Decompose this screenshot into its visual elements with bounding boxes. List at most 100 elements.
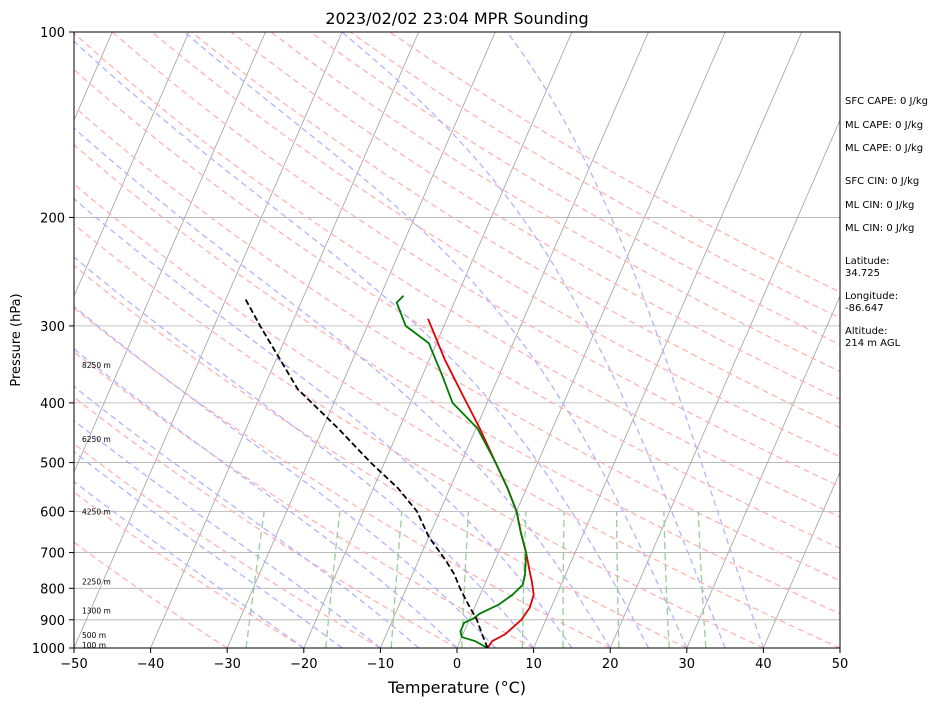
- x-tick-label: 0: [453, 657, 461, 672]
- isotherm-line: [609, 118, 840, 648]
- mixing-ratio-line: [562, 511, 565, 648]
- latitude-label: Latitude:: [845, 256, 890, 267]
- dry-adiabat-line: [74, 264, 688, 648]
- mixing-ratio-line: [245, 511, 265, 648]
- mixing-ratio-line: [616, 511, 620, 648]
- height-label: 4250 m: [82, 507, 111, 516]
- dry-adiabat-line: [74, 443, 381, 648]
- dry-adiabat-line: [74, 396, 458, 648]
- ml-cin-text-2: ML CIN: 0 J/kg: [845, 223, 914, 234]
- series-layer: [244, 295, 535, 648]
- moist-adiabat-line: [74, 256, 535, 648]
- y-tick-label: 1000: [32, 642, 65, 657]
- dry-adiabat-line: [74, 183, 840, 648]
- side-panel: SFC CAPE: 0 J/kg ML CAPE: 0 J/kg ML CAPE…: [845, 96, 928, 349]
- dry-adiabat-line: [310, 32, 840, 346]
- latitude-value: 34.725: [845, 268, 880, 279]
- moist-adiabat-line: [341, 32, 726, 648]
- isotherm-line: [686, 294, 840, 648]
- dry-adiabat-line: [74, 68, 840, 550]
- y-axis-ticks: 100 200 300 400 500 600 700 800 900 1000: [32, 26, 74, 657]
- moist-adiabat-line: [74, 197, 573, 648]
- altitude-label: Altitude:: [845, 326, 887, 337]
- x-axis-label: Temperature (°C): [387, 678, 526, 697]
- dry-adiabat-line: [74, 351, 534, 648]
- moist-adiabat-line: [74, 348, 458, 648]
- dry-adiabat-line: [151, 32, 840, 458]
- dry-adiabat-line: [74, 105, 840, 582]
- x-axis-ticks: −50 −40 −30 −20 −10 0 10 20 30 40 50: [60, 648, 848, 672]
- mixing-ratio-line: [325, 511, 341, 648]
- height-label: 100 m: [82, 641, 106, 650]
- sfc-cape-text: SFC CAPE: 0 J/kg: [845, 96, 928, 107]
- x-tick-label: −20: [290, 657, 317, 672]
- isotherm-line: [380, 32, 649, 648]
- y-tick-label: 500: [40, 457, 65, 472]
- mixing-ratio-line: [390, 511, 403, 648]
- moist-adiabat-line: [74, 385, 420, 648]
- x-tick-label: 30: [679, 657, 696, 672]
- dry-adiabat-line: [191, 32, 840, 429]
- dewpoint-profile-line: [395, 295, 528, 648]
- moist-adiabat-line: [74, 419, 381, 648]
- mixing-ratio-line: [521, 511, 527, 648]
- isotherm-line: [74, 32, 343, 648]
- x-tick-label: 40: [755, 657, 772, 672]
- chart-title: 2023/02/02 23:04 MPR Sounding: [325, 9, 588, 28]
- x-tick-label: −40: [137, 657, 164, 672]
- isotherm-line: [533, 32, 803, 648]
- isotherm-line: [150, 32, 420, 648]
- height-label: 1300 m: [82, 607, 111, 616]
- y-tick-label: 100: [40, 26, 65, 41]
- isotherm-line: [763, 470, 840, 648]
- height-label: 500 m: [82, 631, 106, 640]
- ml-cape-text: ML CAPE: 0 J/kg: [845, 120, 923, 131]
- longitude-value: -86.647: [845, 303, 884, 314]
- x-tick-label: 10: [525, 657, 542, 672]
- isotherm-line: [456, 32, 726, 648]
- altitude-value: 214 m AGL: [845, 338, 901, 349]
- dry-adiabat-line: [74, 32, 840, 518]
- moist-adiabat-line: [74, 480, 305, 648]
- height-label: 6250 m: [82, 435, 111, 444]
- dry-adiabat-line: [74, 144, 840, 615]
- x-tick-label: −50: [60, 657, 87, 672]
- height-label: 8250 m: [82, 361, 111, 370]
- sfc-cin-text: SFC CIN: 0 J/kg: [845, 176, 919, 187]
- dry-adiabat-line: [270, 32, 840, 373]
- moist-adiabat-line: [506, 32, 765, 648]
- background-lines: [74, 32, 840, 648]
- plot-frame: [73, 31, 841, 649]
- y-tick-label: 600: [40, 505, 65, 520]
- mixing-ratio-line: [697, 511, 707, 648]
- dry-adiabat-line: [74, 491, 305, 648]
- mixing-ratio-line: [461, 511, 470, 648]
- y-tick-label: 800: [40, 582, 65, 597]
- x-tick-label: 20: [602, 657, 619, 672]
- x-tick-label: −30: [213, 657, 240, 672]
- y-tick-label: 900: [40, 614, 65, 629]
- ml-cape-text-2: ML CAPE: 0 J/kg: [845, 143, 923, 154]
- dry-adiabat-line: [74, 307, 611, 648]
- isotherm-line: [74, 32, 190, 298]
- moist-adiabat-line: [74, 127, 611, 648]
- y-tick-label: 300: [40, 320, 65, 335]
- parcel-profile-line: [244, 298, 489, 648]
- dry-adiabat-line: [389, 32, 840, 293]
- x-tick-label: −10: [367, 657, 394, 672]
- moist-adiabat-line: [74, 451, 343, 648]
- x-tick-label: 50: [832, 657, 849, 672]
- y-axis-label: Pressure (hPa): [9, 293, 24, 386]
- height-label: 2250 m: [82, 578, 111, 587]
- isotherm-line: [226, 32, 496, 648]
- y-tick-label: 400: [40, 397, 65, 412]
- isotherm-line: [303, 32, 573, 648]
- moist-adiabat-line: [74, 40, 650, 648]
- y-tick-label: 700: [40, 547, 65, 562]
- isotherm-line: [74, 32, 266, 474]
- moist-adiabat-line: [74, 305, 496, 648]
- mixing-ratio-line: [663, 511, 670, 648]
